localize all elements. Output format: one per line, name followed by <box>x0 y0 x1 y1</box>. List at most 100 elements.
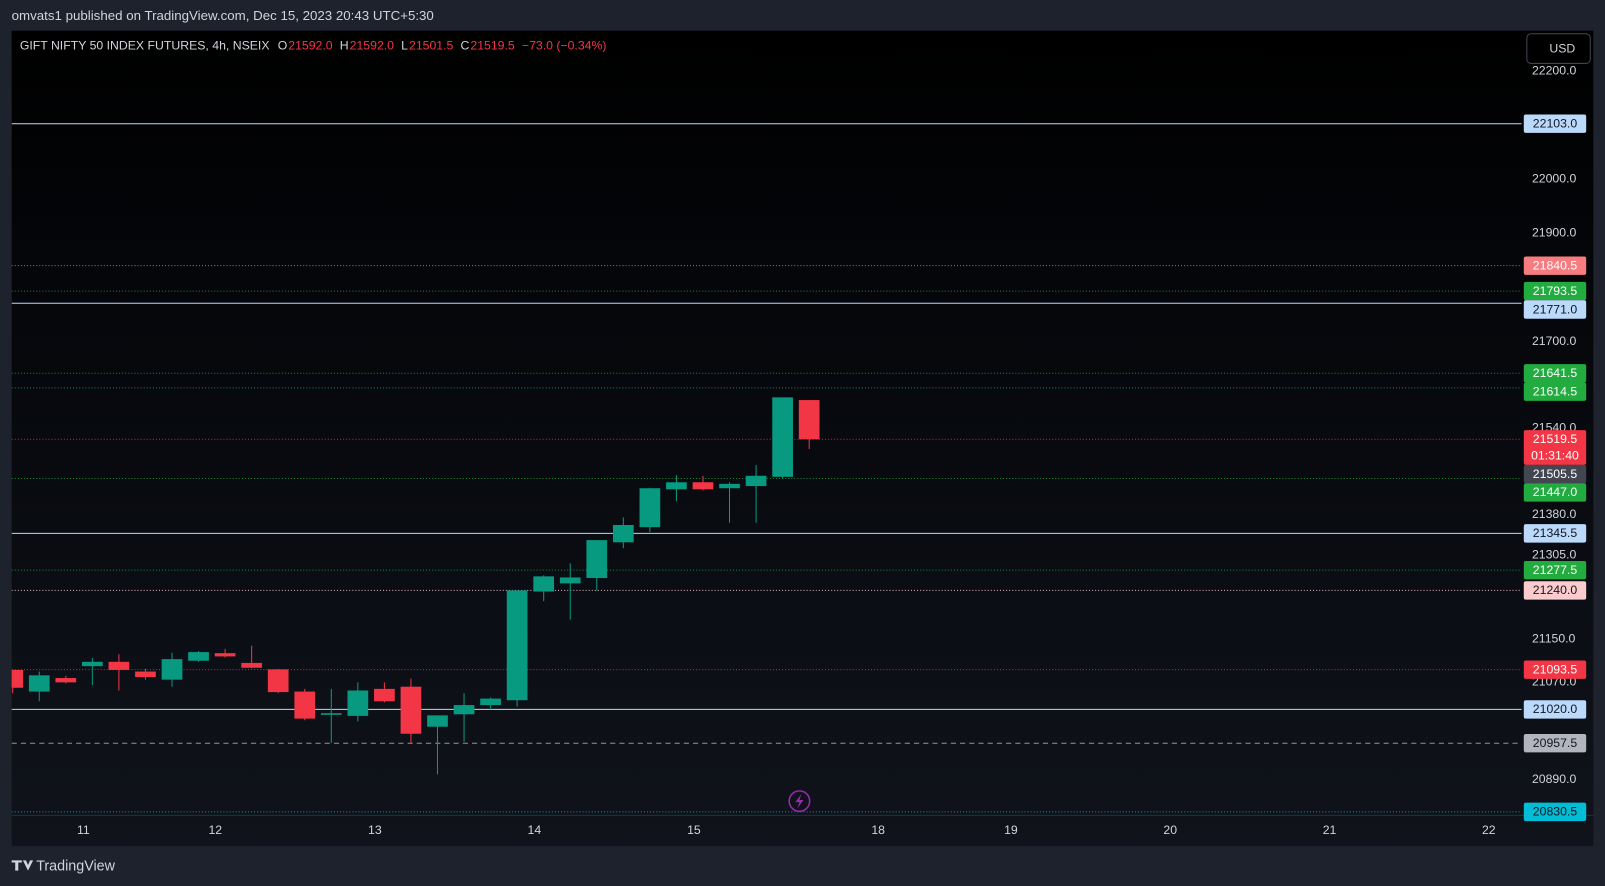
price-tag-label: 21519.5 <box>1533 432 1578 446</box>
candle-body <box>719 483 740 489</box>
x-tick-label: 19 <box>1004 823 1018 837</box>
x-tick-label: 18 <box>871 823 885 837</box>
price-tag-label: 21240.0 <box>1533 583 1578 597</box>
y-tick-label: 22000.0 <box>1532 172 1577 186</box>
candle-body <box>320 713 342 715</box>
candle-body <box>108 661 130 670</box>
price-tag <box>1523 700 1587 719</box>
y-tick-label: 21900.0 <box>1532 226 1577 240</box>
candle-body <box>55 678 77 683</box>
legend-value: 21501.5 <box>409 38 454 52</box>
legend-key: O <box>278 38 288 52</box>
candle-body <box>82 661 103 667</box>
price-tag <box>1523 382 1587 401</box>
candle-body <box>28 675 50 692</box>
price-tag <box>1523 581 1587 600</box>
price-tag <box>1523 734 1587 753</box>
candle-body <box>480 698 501 706</box>
price-tag <box>1523 660 1587 679</box>
candle-body <box>427 715 448 727</box>
x-tick-label: 20 <box>1163 823 1177 837</box>
price-tag-label: 21614.5 <box>1533 384 1578 398</box>
candle-body <box>135 671 156 677</box>
y-tick-label: 21305.0 <box>1532 548 1577 562</box>
price-tag <box>1523 281 1587 301</box>
candle-body <box>692 482 714 490</box>
candle-body <box>798 400 820 440</box>
price-tag <box>1523 560 1587 580</box>
event-icon[interactable] <box>788 790 811 813</box>
price-tag-label: 22103.0 <box>1533 116 1578 130</box>
candle-body <box>772 397 793 477</box>
price-tag-label: 21505.5 <box>1533 467 1578 481</box>
price-tag-label: 21093.5 <box>1533 662 1578 676</box>
price-tag-label: 21793.5 <box>1533 284 1578 298</box>
price-tag <box>1523 483 1587 502</box>
price-tag-label: 20830.5 <box>1533 805 1578 819</box>
price-tag-label: 21020.0 <box>1533 702 1578 716</box>
price-tag <box>1523 802 1587 822</box>
price-tag-label: 20957.5 <box>1533 736 1578 750</box>
candle-body <box>559 577 581 584</box>
price-tag <box>1523 300 1587 319</box>
price-tag-label: 21840.5 <box>1533 258 1578 272</box>
candle-body <box>453 705 475 715</box>
candle-body <box>666 482 687 490</box>
candle-body <box>294 691 316 719</box>
candle-body <box>745 475 767 487</box>
price-tag <box>1523 364 1587 383</box>
price-tag-label: 21641.5 <box>1533 366 1578 380</box>
legend-value: 21592.0 <box>350 38 395 52</box>
y-tick-label: 20890.0 <box>1532 772 1577 786</box>
price-tag-label: 21277.5 <box>1533 563 1578 577</box>
x-tick-label: 12 <box>208 823 222 837</box>
x-tick-label: 22 <box>1482 823 1496 837</box>
event-icon-bolt <box>795 793 804 809</box>
legend-value: 21592.0 <box>288 38 333 52</box>
x-tick-label: 15 <box>687 823 701 837</box>
candle-body <box>11 669 24 688</box>
price-tag-label: 21345.5 <box>1533 526 1578 540</box>
published-note: omvats1 published on TradingView.com, De… <box>12 8 434 23</box>
symbol: GIFT NIFTY 50 INDEX FUTURES, 4h, NSEIX <box>20 38 270 52</box>
legend-key: L <box>401 38 408 52</box>
price-tag <box>1523 524 1587 543</box>
candle-body <box>374 688 395 702</box>
legend-key: H <box>340 38 349 52</box>
price-tag <box>1523 114 1587 133</box>
candle-body <box>347 690 369 716</box>
currency: USD <box>1549 41 1575 55</box>
x-tick-label: 13 <box>368 823 382 837</box>
price-tag-label: 21771.0 <box>1533 302 1578 316</box>
countdown: 01:31:40 <box>1531 448 1579 462</box>
currency-button[interactable] <box>1526 33 1591 64</box>
candle-body <box>506 590 528 701</box>
brand-logo <box>11 860 34 871</box>
candle-body <box>267 669 289 693</box>
candle-body <box>400 686 422 734</box>
candle-body <box>241 662 263 668</box>
candle-body <box>612 524 634 543</box>
candle-body <box>586 540 608 578</box>
legend-key: C <box>461 38 470 52</box>
candle-body <box>188 652 209 661</box>
candle-body <box>639 488 661 528</box>
x-tick-label: 21 <box>1323 823 1337 837</box>
x-tick-label: 14 <box>528 823 542 837</box>
candle-body <box>214 653 236 657</box>
y-tick-label: 21700.0 <box>1532 334 1577 348</box>
candle-body <box>533 576 555 592</box>
x-tick-label: 11 <box>77 823 90 837</box>
y-tick-label: 21150.0 <box>1532 631 1576 645</box>
price-tag <box>1523 256 1587 275</box>
y-tick-label: 22200.0 <box>1532 63 1577 77</box>
price-tag <box>1523 430 1587 465</box>
legend-value: 21519.5 <box>470 38 515 52</box>
y-tick-label: 21380.0 <box>1532 507 1577 521</box>
candle-body <box>161 659 183 680</box>
price-tag <box>1523 464 1587 484</box>
legend: GIFT NIFTY 50 INDEX FUTURES, 4h, NSEIX O 2… <box>20 38 607 52</box>
legend-change: −73.0 (−0.34%) <box>522 38 607 52</box>
